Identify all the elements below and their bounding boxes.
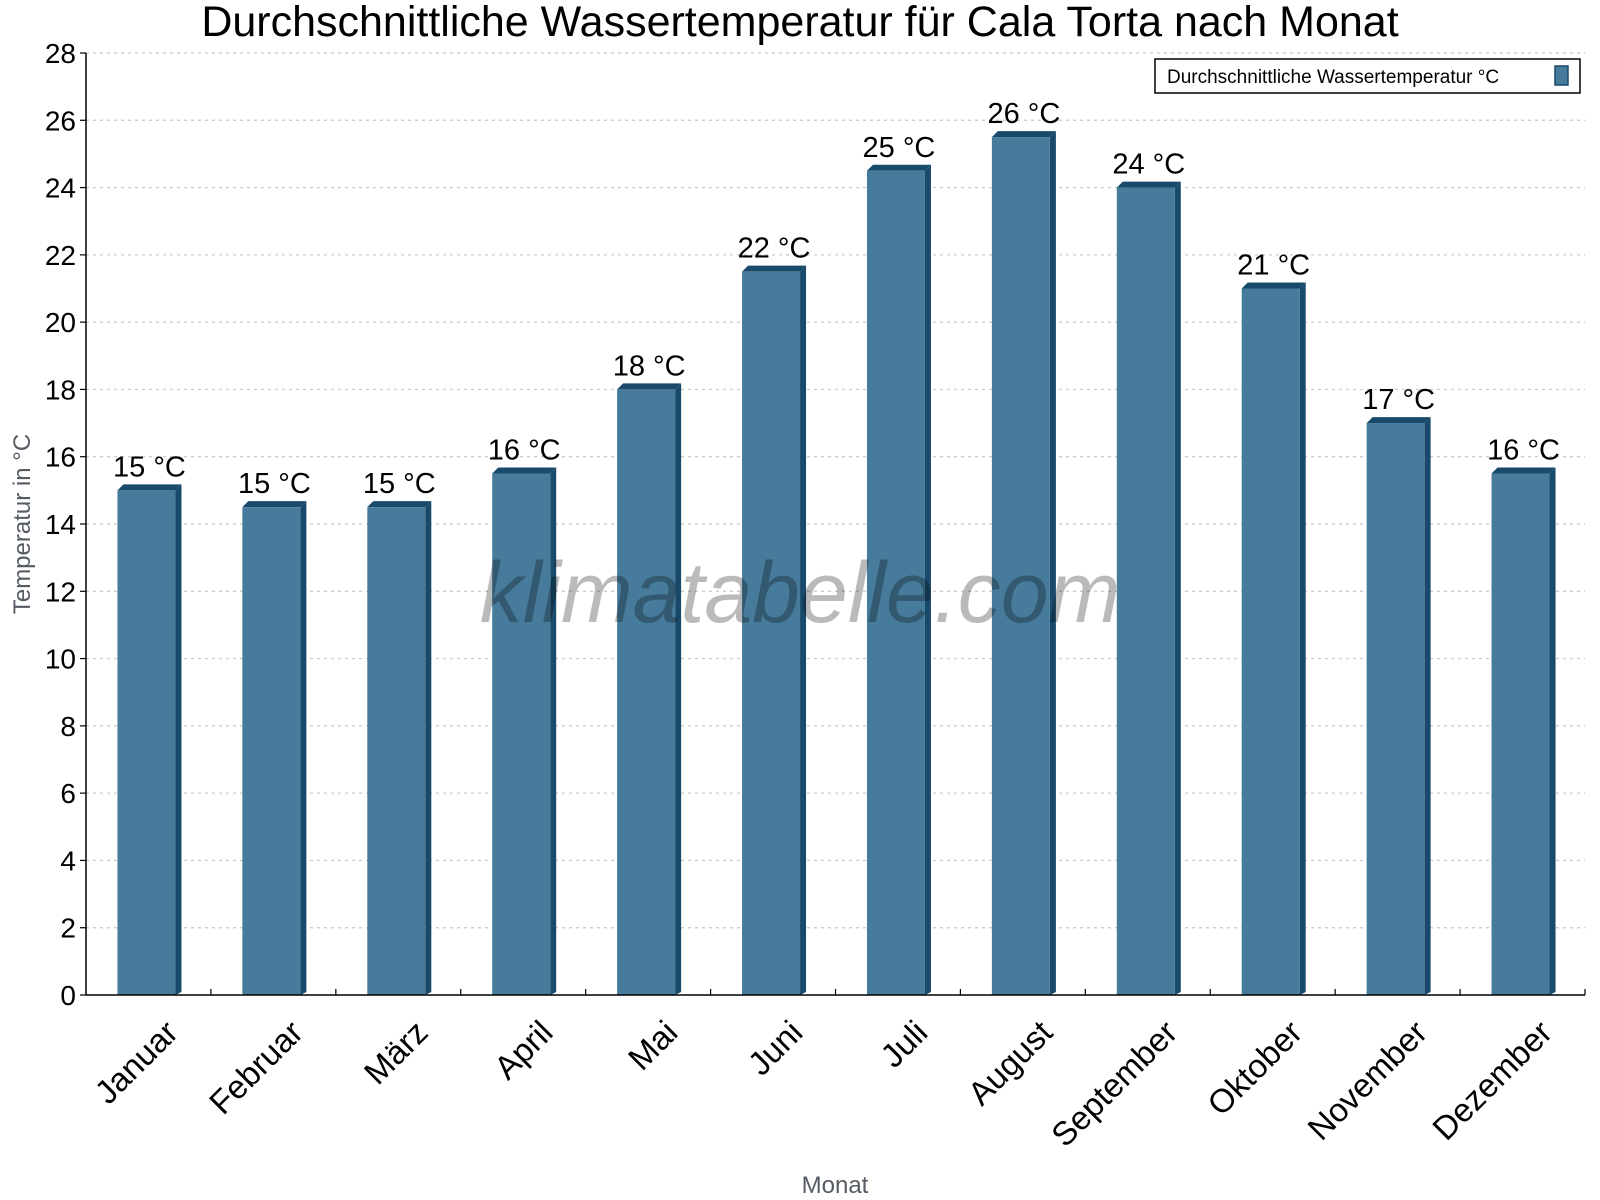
bar-top [492, 467, 557, 474]
bars: 15 °C 15 °C 15 °C 16 °C 18 °C 22 °C 25 °C 26 °C… [113, 98, 1560, 996]
bar-top [1241, 282, 1306, 289]
x-tick-label: Dezember [1425, 1013, 1559, 1147]
bar-september [1116, 181, 1181, 996]
bar-februar [242, 501, 307, 995]
bar [1366, 423, 1425, 996]
bar-august [991, 131, 1056, 995]
x-tick-label: Juni [741, 1013, 810, 1082]
x-axis-label: Monat [802, 1172, 869, 1199]
x-tick-label: April [487, 1013, 560, 1086]
x-tick-label: September [1044, 1013, 1184, 1153]
bar [1241, 288, 1300, 995]
bar-top [742, 265, 807, 272]
bar [367, 507, 426, 995]
bar [742, 271, 801, 995]
data-label: 15 °C [363, 468, 436, 500]
bar-top [991, 131, 1056, 138]
chart-title: Durchschnittliche Wassertemperatur für C… [201, 0, 1398, 46]
bar-juli [866, 164, 931, 995]
bar-januar [117, 484, 182, 995]
bar-side [924, 164, 931, 995]
bar [991, 137, 1050, 995]
data-label: 15 °C [113, 451, 186, 483]
bar-mai [617, 383, 682, 995]
y-tick-label: 28 [45, 38, 76, 69]
bar-top [1116, 181, 1181, 188]
bar-side [425, 501, 432, 995]
x-tick-label: Januar [87, 1013, 185, 1111]
bar-top [1366, 417, 1431, 424]
bar-side [1049, 131, 1056, 995]
y-tick-label: 12 [45, 576, 76, 607]
x-tick-label: November [1300, 1013, 1434, 1147]
y-tick-label: 20 [45, 307, 76, 338]
legend-label: Durchschnittliche Wassertemperatur °C [1167, 67, 1499, 88]
bar-side [800, 265, 807, 995]
bar-top [367, 501, 432, 508]
data-label: 22 °C [738, 233, 811, 265]
x-tick-label: Juli [873, 1013, 934, 1074]
bar-top [117, 484, 182, 491]
y-axis-label: Temperatur in °C [9, 434, 36, 614]
data-label: 21 °C [1237, 250, 1310, 282]
x-tick-label: Oktober [1200, 1013, 1309, 1122]
legend-swatch [1554, 65, 1569, 86]
x-tick-label: Mai [621, 1013, 685, 1077]
bar [1491, 473, 1550, 995]
data-label: 18 °C [613, 350, 686, 382]
bar-märz [367, 501, 432, 995]
bar-top [866, 164, 931, 171]
y-tick-label: 14 [45, 509, 76, 540]
y-tick-label: 22 [45, 240, 76, 271]
data-label: 17 °C [1362, 384, 1435, 416]
data-label: 25 °C [863, 132, 936, 164]
y-tick-label: 2 [60, 913, 76, 944]
bar-side [675, 383, 682, 995]
y-tick-label: 16 [45, 442, 76, 473]
bar-november [1366, 417, 1431, 996]
bar [117, 490, 176, 995]
bar-side [1424, 417, 1431, 996]
data-label: 16 °C [488, 435, 561, 467]
grid-lines [86, 52, 1585, 929]
bar-side [175, 484, 182, 995]
y-tick-label: 24 [45, 173, 76, 204]
bar-dezember [1491, 467, 1556, 995]
bar [617, 389, 676, 995]
bar [1116, 187, 1175, 996]
bar-top [617, 383, 682, 390]
watermark: klimatabelle.com [480, 545, 1120, 641]
bar-side [300, 501, 307, 995]
data-label: 15 °C [238, 468, 311, 500]
bar [492, 473, 551, 995]
y-tick-label: 26 [45, 105, 76, 136]
legend-box [1154, 58, 1581, 94]
y-tick-label: 18 [45, 374, 76, 405]
x-tick-label: März [357, 1013, 435, 1091]
bar [866, 170, 925, 995]
bar-top [242, 501, 307, 508]
x-tick-label: August [961, 1013, 1060, 1112]
y-tick-label: 4 [60, 845, 76, 876]
data-label: 24 °C [1112, 149, 1185, 181]
x-tick-label: Februar [202, 1013, 310, 1121]
bar-side [1299, 282, 1306, 995]
data-label: 26 °C [987, 98, 1060, 130]
y-tick-label: 6 [60, 778, 76, 809]
y-tick-label: 8 [60, 711, 76, 742]
y-tick-label: 0 [60, 980, 76, 1011]
y-tick-label: 10 [45, 644, 76, 675]
bar-april [492, 467, 557, 995]
bar-side [1549, 467, 1556, 995]
bar-oktober [1241, 282, 1306, 995]
legend[interactable]: Durchschnittliche Wassertemperatur °C [1154, 58, 1581, 94]
bar-top [1491, 467, 1556, 474]
bar [242, 507, 301, 995]
bar-juni [742, 265, 807, 995]
data-label: 16 °C [1487, 435, 1560, 467]
bar-side [1174, 181, 1181, 996]
bar-side [550, 467, 557, 995]
